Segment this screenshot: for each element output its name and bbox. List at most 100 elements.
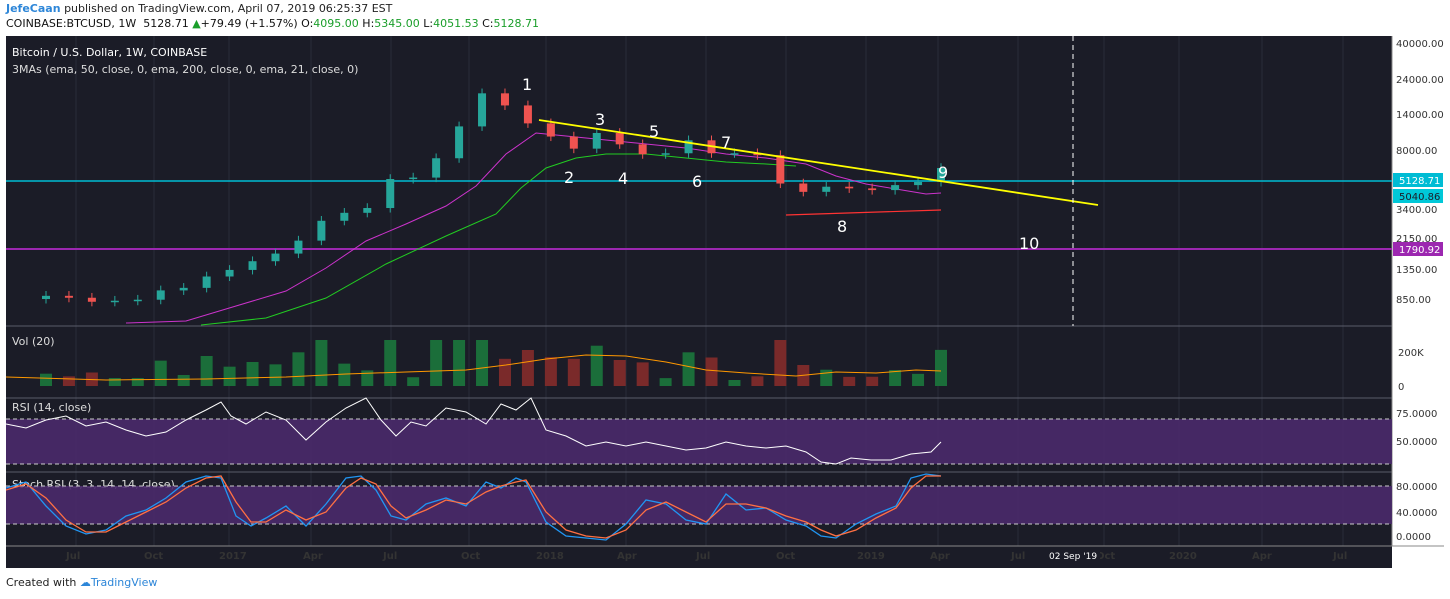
stoch-tick-80: 80.0000 (1396, 482, 1437, 493)
candle-body (615, 132, 624, 145)
x-tick-2020: 2020 (1169, 551, 1197, 562)
chart-canvas[interactable]: 1 2 3 4 5 6 7 8 9 10 Bitcoin / U.S. Doll… (6, 36, 1444, 568)
volume-bar (935, 349, 947, 386)
ohlc-line: COINBASE:BTCUSD, 1W 5128.71 ▲+79.49 (+1.… (6, 17, 539, 30)
close-value: 5128.71 (493, 17, 540, 30)
candle-body (294, 240, 303, 254)
volume-bar (636, 362, 649, 386)
candle-body (317, 220, 326, 241)
volume-bar (889, 370, 902, 386)
symbol: COINBASE:BTCUSD, 1W (6, 17, 137, 30)
volume-bar (705, 357, 718, 386)
candle-body (110, 300, 119, 303)
x-tick-oct-2018: Oct (776, 551, 795, 562)
author-name[interactable]: JefeCaan (6, 2, 61, 15)
x-tick-apr-2019: Apr (930, 551, 950, 562)
volume-bar (682, 352, 695, 386)
volume-pane-title: Vol (20) (12, 335, 55, 348)
volume-bar (430, 340, 443, 386)
ema-200-line (200, 153, 797, 326)
volume-bar (774, 340, 787, 386)
published-text: published on TradingView.com, April 07, … (64, 2, 393, 15)
candle-body (569, 136, 578, 149)
open-value: 4095.00 (313, 17, 359, 30)
y-tick-14000: 14000.00 (1396, 110, 1444, 121)
volume-bar (544, 357, 557, 386)
rsi-tick-75: 75.0000 (1396, 409, 1437, 420)
low-label: L: (423, 17, 434, 30)
candle-body (661, 153, 670, 155)
wave-label-4: 4 (618, 169, 628, 188)
candle-body (340, 212, 349, 221)
y-tick-850: 850.00 (1396, 295, 1431, 306)
volume-bar (177, 375, 190, 386)
x-tick-jul-2020: Jul (1332, 551, 1347, 562)
stoch-tick-40: 40.0000 (1396, 508, 1437, 519)
candle-body (225, 269, 234, 277)
candle-body (500, 93, 509, 106)
candle-body (546, 123, 555, 137)
y-tick-24000: 24000.00 (1396, 75, 1444, 86)
wave-labels: 1 2 3 4 5 6 7 8 9 10 (522, 75, 1039, 253)
price-axis-background (1392, 36, 1444, 568)
x-tick-oct-2017: Oct (461, 551, 480, 562)
up-arrow-icon: ▲ (192, 17, 201, 30)
wave-label-7: 7 (721, 133, 731, 152)
price-tag-ema-bg (1393, 189, 1443, 203)
ema-50-line (125, 132, 942, 324)
rsi-band (6, 419, 1392, 464)
volume-bar (108, 378, 121, 386)
candle-body (730, 153, 739, 155)
volume-bar (843, 376, 856, 386)
volume-bar (453, 340, 466, 386)
tradingview-brand[interactable]: TradingView (90, 576, 158, 589)
crosshair-date-bg (1046, 548, 1100, 564)
candle-body (455, 126, 464, 159)
volume-bars (40, 340, 947, 386)
candle-body (42, 295, 50, 300)
candle-body (478, 93, 487, 127)
candle-body (409, 177, 418, 180)
wave-label-9: 9 (938, 163, 948, 182)
candle-body (64, 295, 73, 298)
candle-body (592, 132, 601, 149)
stoch-band (6, 486, 1392, 524)
volume-bar (751, 376, 764, 386)
y-tick-3400: 3400.00 (1396, 205, 1437, 216)
candles (42, 88, 945, 307)
candle-body (179, 287, 188, 291)
vol-tick-200k: 200K (1398, 348, 1424, 359)
wave-label-6: 6 (692, 172, 702, 191)
y-tick-40000: 40000.00 (1396, 39, 1444, 50)
wave-label-3: 3 (595, 110, 605, 129)
volume-bar (269, 364, 282, 386)
candle-body (845, 186, 854, 189)
rsi-tick-50: 50.0000 (1396, 437, 1437, 448)
descending-trendline[interactable] (538, 119, 1099, 206)
candle-body (753, 153, 762, 156)
candle-body (914, 181, 923, 186)
volume-bar (223, 366, 236, 386)
crosshair-date: 02 Sep '19 (1049, 552, 1097, 562)
volume-bar (820, 369, 833, 386)
candle-body (822, 186, 831, 192)
x-tick-2018: 2018 (536, 551, 564, 562)
volume-bar (361, 370, 374, 386)
y-tick-1350: 1350.00 (1396, 265, 1437, 276)
x-tick-jul-2018: Jul (695, 551, 710, 562)
volume-bar (315, 340, 328, 386)
volume-bar (246, 362, 259, 386)
volume-bar (866, 376, 879, 386)
high-value: 5345.00 (374, 17, 420, 30)
stoch-k-line (6, 473, 942, 541)
x-tick-apr-2018: Apr (617, 551, 637, 562)
volume-bar (912, 373, 925, 386)
volume-bar (567, 358, 580, 386)
volume-bar (292, 352, 305, 386)
volume-bar (521, 350, 534, 386)
wave-label-1: 1 (522, 75, 532, 94)
publish-info: JefeCaan published on TradingView.com, A… (6, 2, 392, 15)
volume-bar (338, 363, 351, 386)
y-tick-2150: 2150.00 (1396, 234, 1437, 245)
candle-body (937, 168, 945, 182)
